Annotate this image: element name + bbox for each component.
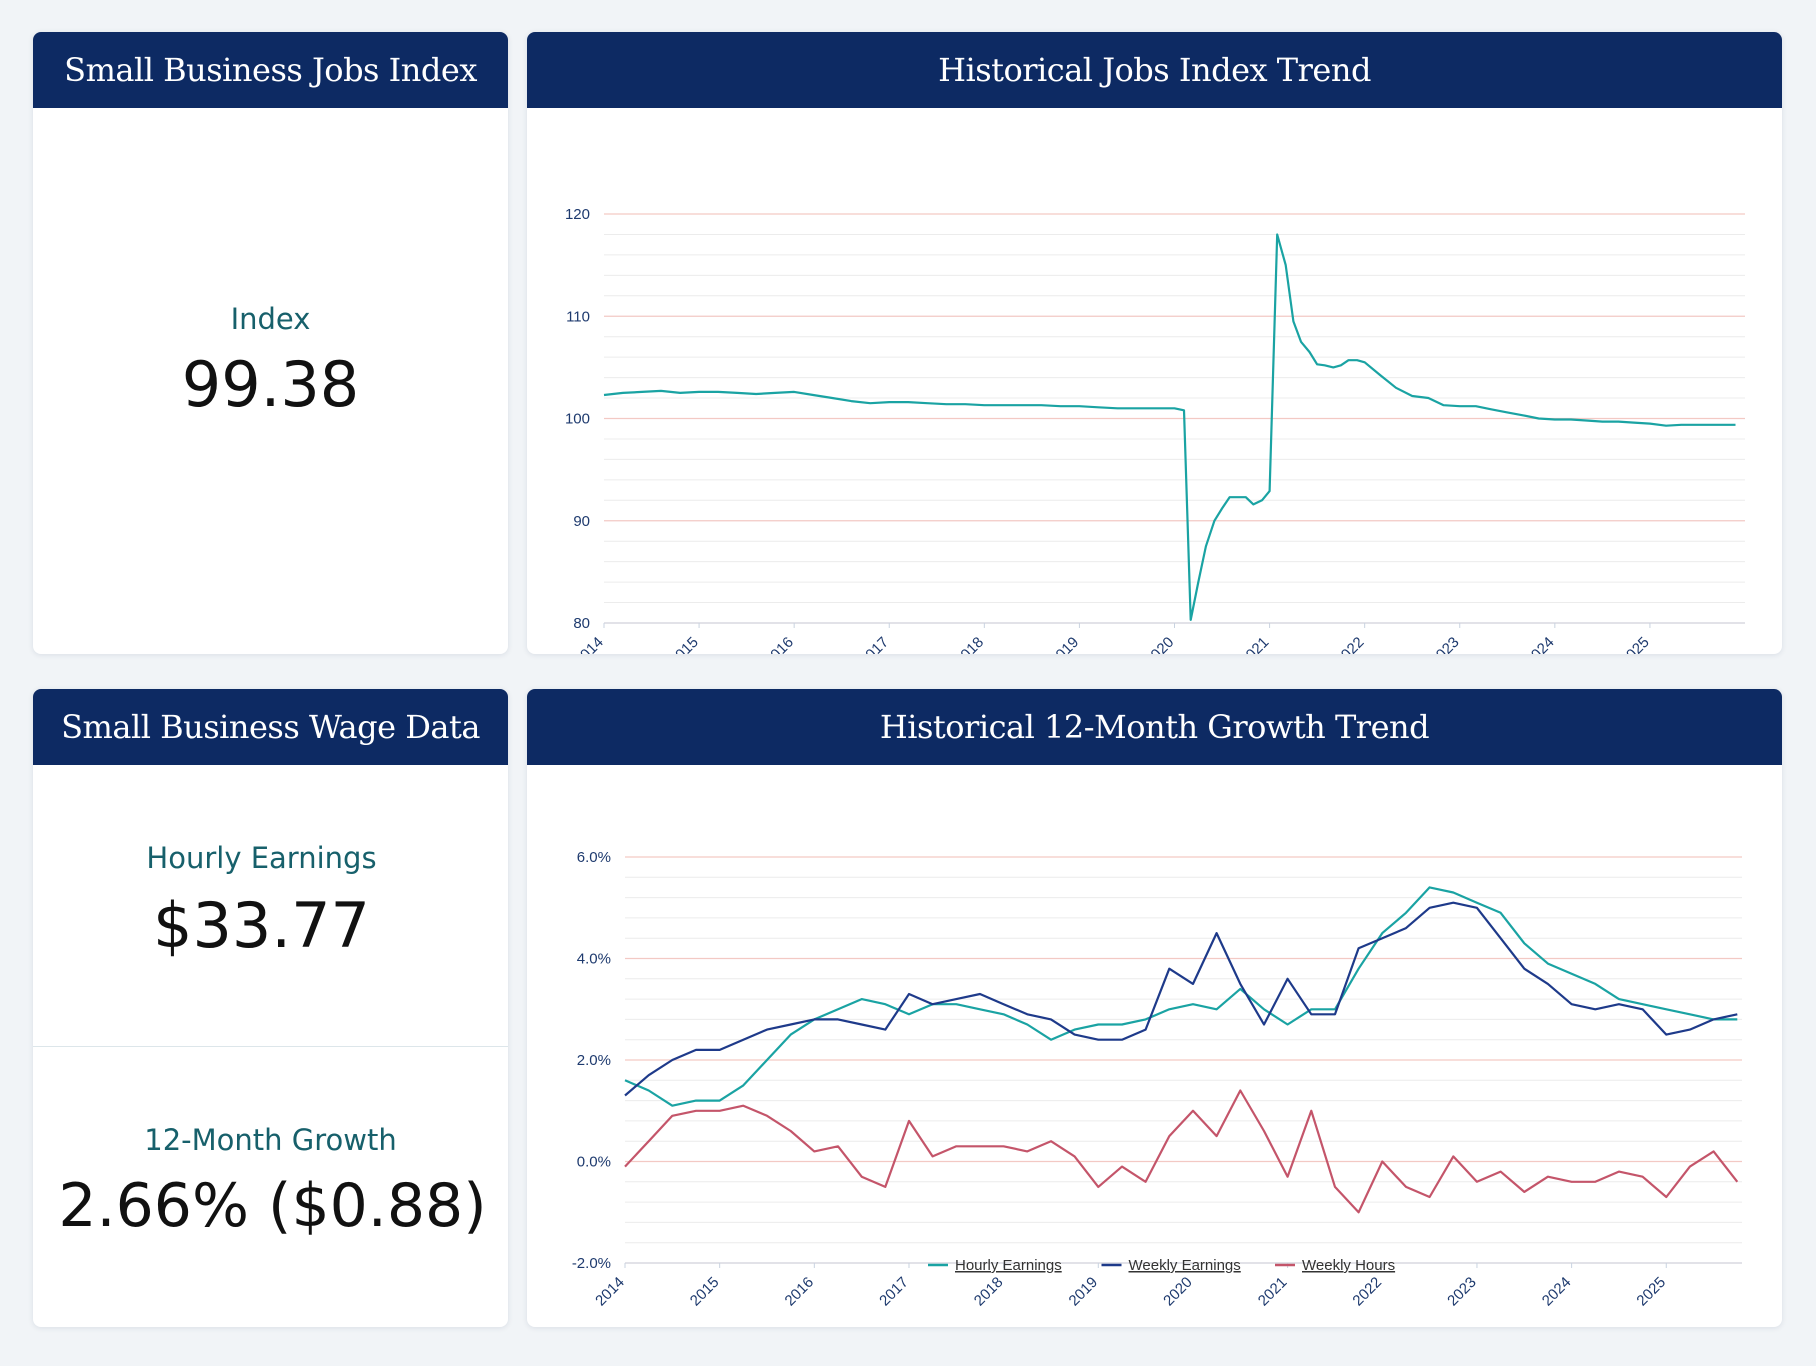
x-tick-label: 2016 <box>761 634 797 654</box>
x-tick-label: 2016 <box>782 1274 818 1310</box>
wage-data-card: Small Business Wage Data Hourly Earnings… <box>33 689 508 1327</box>
series-line-hourly-earnings <box>624 886 1738 1107</box>
series-line-1 <box>603 233 1736 621</box>
jobs-trend-card: Historical Jobs Index Trend 80 90 100 110 12… <box>527 32 1782 654</box>
x-tick-label: 2019 <box>1047 634 1083 654</box>
x-tick-label: 2021 <box>1255 1274 1291 1310</box>
index-label: Index <box>230 302 311 336</box>
growth-trend-card: Historical 12-Month Growth Trend -2.0% 0.… <box>527 689 1782 1327</box>
jobs-trend-title: Historical Jobs Index Trend <box>527 32 1782 108</box>
x-tick-label: 2014 <box>592 1274 628 1310</box>
y-tick-label: 110 <box>566 308 590 325</box>
x-tick-label: 2018 <box>971 1274 1007 1310</box>
y-tick-label: 100 <box>565 411 590 428</box>
hourly-earnings-label: Hourly Earnings <box>146 841 377 875</box>
series-line-weekly-earnings <box>624 901 1738 1097</box>
x-tick-label: 2020 <box>1160 1274 1196 1310</box>
x-tick-label: 2021 <box>1237 634 1273 654</box>
x-tick-label: 2015 <box>666 634 702 654</box>
x-tick-label: 2018 <box>952 634 988 654</box>
jobs-index-card: Small Business Jobs Index Index 99.38 <box>33 32 508 654</box>
x-tick-label: 2022 <box>1332 634 1368 654</box>
y-tick-label: 90 <box>573 513 590 530</box>
y-tick-label: 2.0% <box>577 1052 611 1069</box>
x-tick-label: 2025 <box>1617 634 1653 654</box>
jobs-trend-chart: 80 90 100 110 120 2014 2015 2016 2017 2018 2019 202… <box>565 206 1745 654</box>
x-tick-label: 2015 <box>687 1274 723 1310</box>
growth-trend-title: Historical 12-Month Growth Trend <box>527 689 1782 765</box>
x-tick-label: 2019 <box>1066 1274 1102 1310</box>
legend-label: Weekly Hours <box>1302 1257 1395 1274</box>
y-tick-label: -2.0% <box>572 1255 611 1272</box>
legend-item-hourly-earnings: Hourly Earnings <box>928 1257 1062 1274</box>
y-tick-label: 120 <box>565 206 590 223</box>
legend-label: Hourly Earnings <box>955 1257 1062 1274</box>
index-value: 99.38 <box>181 348 360 421</box>
x-tick-label: 2023 <box>1444 1274 1480 1310</box>
x-tick-label: 2023 <box>1427 634 1463 654</box>
legend-item-weekly-earnings: Weekly Earnings <box>1101 1257 1241 1274</box>
legend-item-weekly-hours: Weekly Hours <box>1275 1257 1395 1274</box>
x-tick-label: 2024 <box>1539 1274 1575 1310</box>
x-tick-label: 2017 <box>856 634 892 654</box>
y-tick-label: 4.0% <box>577 951 611 968</box>
hourly-earnings-value: $33.77 <box>153 889 370 962</box>
x-tick-label: 2020 <box>1142 634 1178 654</box>
jobs-index-card-title: Small Business Jobs Index <box>33 32 508 108</box>
x-tick-label: 2025 <box>1633 1274 1669 1310</box>
y-tick-label: 0.0% <box>577 1154 611 1171</box>
x-tick-label: 2017 <box>876 1274 912 1310</box>
y-tick-label: 6.0% <box>577 849 611 866</box>
wage-divider <box>33 1046 508 1047</box>
growth-label: 12-Month Growth <box>144 1123 397 1157</box>
series-line-weekly-hours <box>624 1089 1739 1214</box>
x-tick-label: 2022 <box>1349 1274 1385 1310</box>
growth-value: 2.66% ($0.88) <box>58 1171 487 1241</box>
growth-trend-chart: -2.0% 0.0% 2.0% 4.0% 6.0% 2014 2015 2016 2017 201… <box>572 849 1742 1310</box>
legend-label: Weekly Earnings <box>1129 1257 1241 1274</box>
x-tick-label: 2024 <box>1522 634 1558 654</box>
y-tick-label: 80 <box>573 615 590 632</box>
x-tick-label: 2014 <box>571 634 607 654</box>
wage-data-card-title: Small Business Wage Data <box>33 689 508 765</box>
